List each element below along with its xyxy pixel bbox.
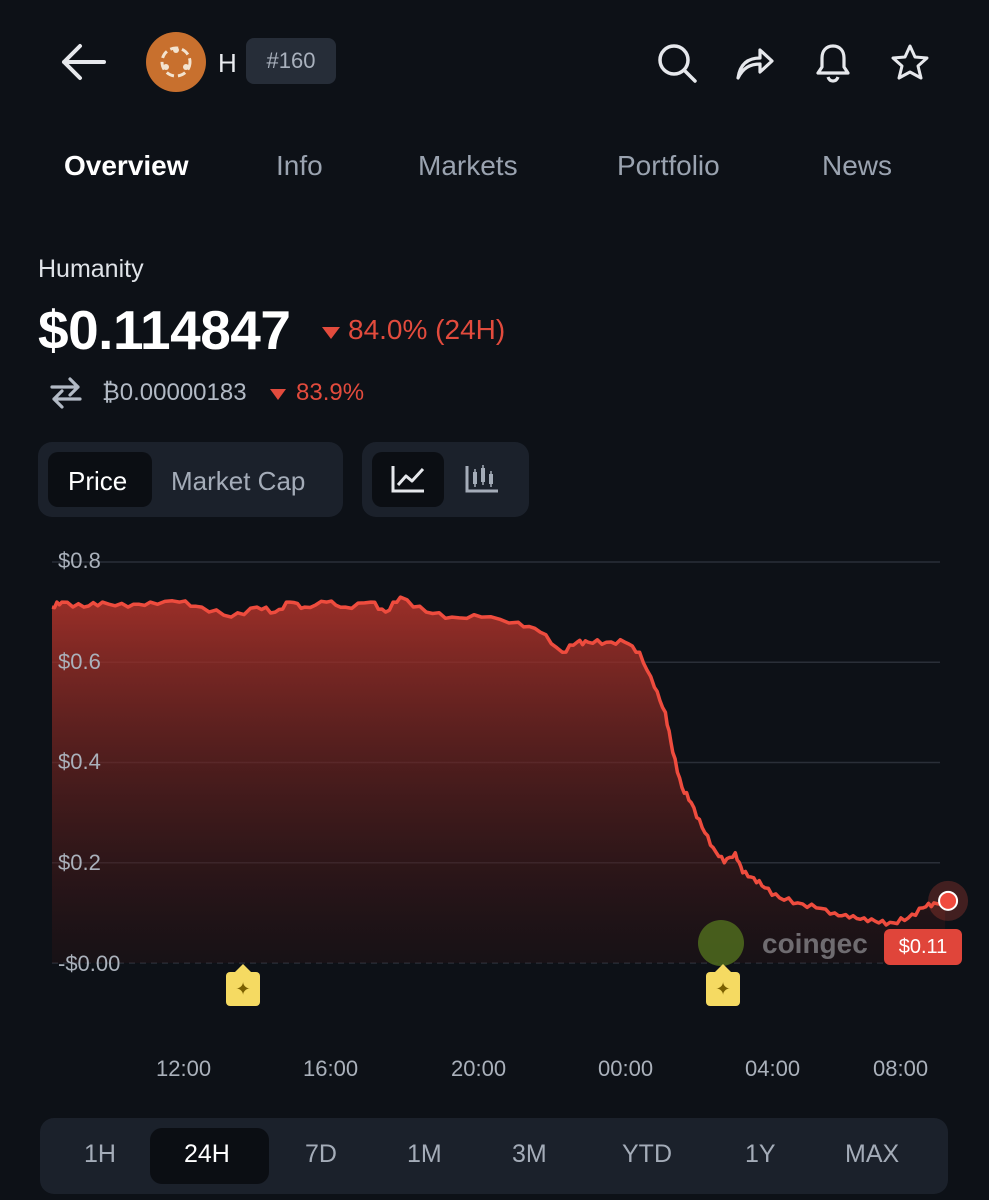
range-1m[interactable]: 1M bbox=[407, 1140, 442, 1168]
price-chart[interactable] bbox=[0, 540, 989, 990]
swap-icon[interactable] bbox=[48, 376, 84, 410]
rank-badge: #160 bbox=[246, 38, 336, 84]
y-tick-label: $0.2 bbox=[58, 850, 101, 875]
current-price-dot bbox=[938, 890, 959, 911]
price-change-24h: 84.0% (24H) bbox=[348, 314, 506, 345]
candlestick-icon[interactable] bbox=[464, 464, 500, 494]
tab-info[interactable]: Info bbox=[276, 150, 323, 181]
chart-area bbox=[52, 597, 946, 963]
price-toggle[interactable]: Price bbox=[68, 466, 128, 496]
coingecko-logo bbox=[698, 920, 744, 966]
range-3m[interactable]: 3M bbox=[512, 1140, 547, 1168]
range-1y[interactable]: 1Y bbox=[745, 1140, 776, 1168]
x-tick-label: 16:00 bbox=[303, 1056, 359, 1081]
btc-price: ₿0.00000183 bbox=[102, 379, 247, 406]
x-tick-label: 08:00 bbox=[873, 1056, 929, 1081]
market-cap-toggle[interactable]: Market Cap bbox=[171, 466, 306, 496]
coin-symbol: H bbox=[218, 48, 237, 78]
tab-markets[interactable]: Markets bbox=[418, 150, 518, 181]
back-arrow-icon[interactable] bbox=[60, 42, 106, 82]
line-chart-icon[interactable] bbox=[390, 464, 426, 494]
x-tick-label: 20:00 bbox=[451, 1056, 507, 1081]
share-icon[interactable] bbox=[734, 44, 776, 82]
range-1h[interactable]: 1H bbox=[84, 1140, 116, 1168]
x-tick-label: 04:00 bbox=[745, 1056, 801, 1081]
tab-news[interactable]: News bbox=[822, 150, 893, 181]
coin-price: $0.114847 bbox=[38, 299, 291, 361]
chart-type-toggle bbox=[362, 442, 529, 517]
tab-portfolio[interactable]: Portfolio bbox=[617, 150, 720, 181]
down-triangle-icon bbox=[322, 327, 340, 339]
bell-icon[interactable] bbox=[814, 42, 852, 84]
x-tick-label: 00:00 bbox=[598, 1056, 654, 1081]
metric-toggle: Price Market Cap bbox=[38, 442, 343, 517]
range-24h[interactable]: 24H bbox=[184, 1140, 230, 1168]
range-max[interactable]: MAX bbox=[845, 1140, 900, 1168]
event-marker[interactable]: ✦ bbox=[706, 964, 740, 1006]
x-tick-label: 12:00 bbox=[156, 1056, 212, 1081]
range-7d[interactable]: 7D bbox=[305, 1140, 337, 1168]
coin-logo bbox=[146, 32, 206, 92]
chart-line bbox=[51, 595, 947, 927]
search-icon[interactable] bbox=[656, 42, 698, 84]
event-marker[interactable]: ✦ bbox=[226, 964, 260, 1006]
y-tick-label: $0.6 bbox=[58, 649, 101, 674]
star-icon[interactable] bbox=[890, 43, 930, 83]
down-triangle-icon bbox=[270, 389, 286, 400]
range-ytd[interactable]: YTD bbox=[622, 1140, 672, 1168]
y-tick-label: $0.8 bbox=[58, 548, 101, 573]
coin-name: Humanity bbox=[38, 255, 144, 283]
y-tick-label: $0.4 bbox=[58, 749, 101, 774]
watermark: coingec bbox=[762, 928, 868, 959]
tab-overview[interactable]: Overview bbox=[64, 150, 189, 181]
range-selected-highlight bbox=[150, 1128, 269, 1184]
y-tick-label: -$0.00 bbox=[58, 951, 121, 976]
btc-price-change: 83.9% bbox=[296, 379, 365, 406]
current-price-label: $0.11 bbox=[884, 929, 962, 965]
